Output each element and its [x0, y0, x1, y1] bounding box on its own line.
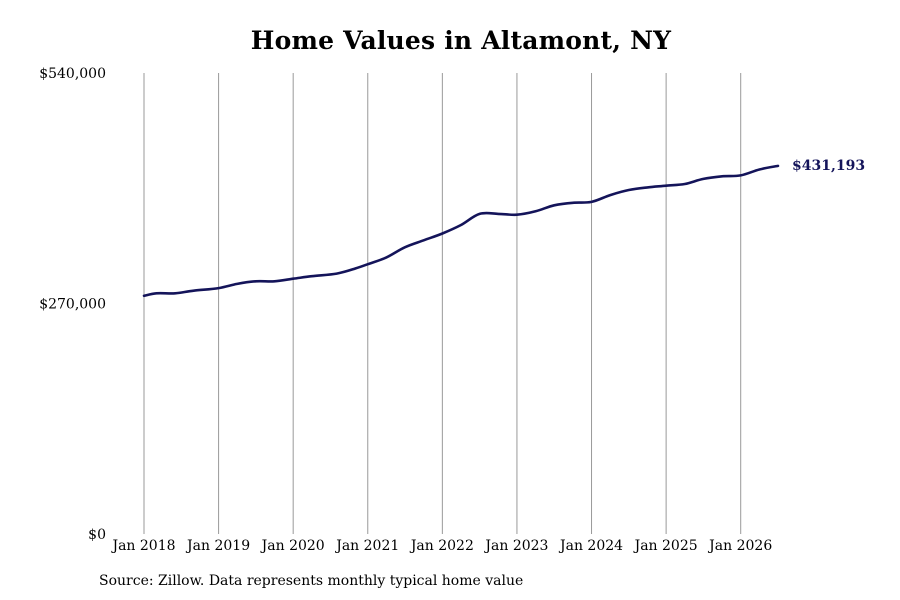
x-tick-label: Jan 2019 [185, 538, 250, 554]
y-tick-label: $270,000 [39, 297, 106, 313]
x-tick-label: Jan 2025 [633, 538, 698, 554]
x-tick-label: Jan 2024 [558, 538, 623, 554]
y-axis-tick-labels: $0 $270,000 $540,000 [39, 66, 106, 543]
x-tick-label: Jan 2022 [409, 538, 474, 554]
end-value-label: $431,193 [792, 158, 865, 174]
x-axis-tick-labels: Jan 2018 Jan 2019 Jan 2020 Jan 2021 Jan 2022… [110, 538, 772, 554]
chart-title: Home Values in Altamont, NY [250, 26, 672, 55]
series-line-0 [142, 164, 780, 298]
x-tick-label: Jan 2020 [260, 538, 325, 554]
x-tick-label: Jan 2021 [334, 538, 399, 554]
y-tick-label: $0 [88, 527, 106, 543]
vertical-gridlines [143, 73, 742, 534]
x-tick-label: Jan 2023 [483, 538, 548, 554]
series-layer [142, 164, 780, 298]
source-note: Source: Zillow. Data represents monthly … [99, 573, 524, 589]
x-tick-label: Jan 2018 [110, 538, 175, 554]
x-tick-label: Jan 2026 [707, 538, 772, 554]
y-tick-label: $540,000 [39, 66, 106, 82]
